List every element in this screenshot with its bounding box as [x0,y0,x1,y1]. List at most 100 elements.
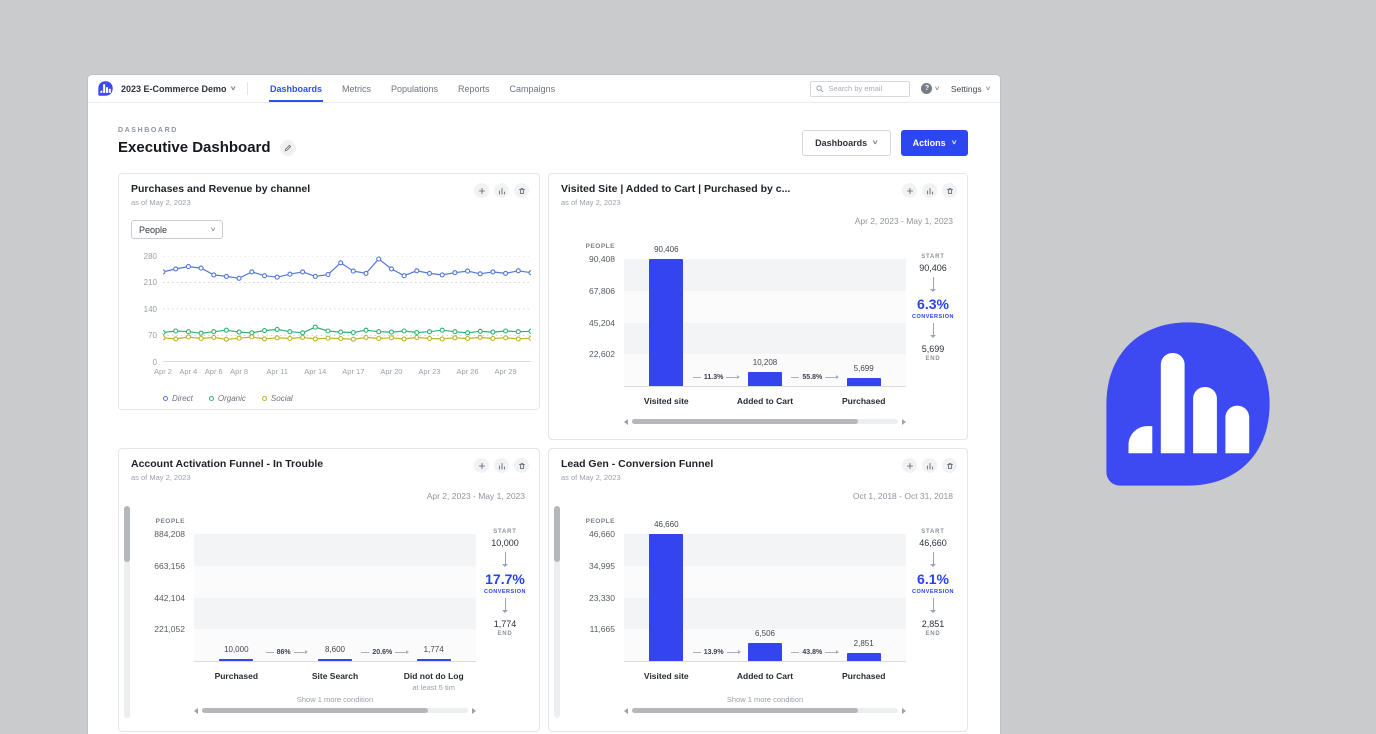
delete-icon[interactable] [942,458,957,473]
nav-item-metrics[interactable]: Metrics [332,75,381,102]
funnel-category-label: Purchased [188,671,284,681]
funnel-summary: START 90,406 6.3% CONVERSION 5,699 END [905,254,961,362]
brand-logo-icon[interactable] [98,75,113,102]
horizontal-scrollbar[interactable] [194,707,476,714]
funnel-bar[interactable] [748,643,782,661]
add-icon[interactable] [902,183,917,198]
help-menu[interactable]: ? ∨ [921,83,939,94]
legend-item-direct[interactable]: Direct [163,394,193,403]
app-window: 2023 E-Commerce Demo ∨ DashboardsMetrics… [88,75,1000,734]
scroll-left-arrow-icon[interactable] [194,708,198,714]
delete-icon[interactable] [514,458,529,473]
nav-item-reports[interactable]: Reports [448,75,500,102]
funnel-bar[interactable] [649,259,683,386]
conversion-rate-label: 55.8% [787,374,841,381]
card-visited-funnel: Visited Site | Added to Cart | Purchased… [548,173,968,440]
funnel-bar[interactable] [748,372,782,386]
dashboards-dropdown-button[interactable]: Dashboards ∨ [802,130,890,156]
add-icon[interactable] [902,458,917,473]
settings-label: Settings [951,84,982,94]
edit-title-button[interactable] [280,140,296,156]
date-range: Apr 2, 2023 - May 1, 2023 [427,491,525,501]
search-input[interactable] [828,84,904,93]
scroll-right-arrow-icon[interactable] [472,708,476,714]
bar-value-label: 6,506 [733,629,797,638]
legend-item-organic[interactable]: Organic [209,394,246,403]
chart-icon[interactable] [494,183,509,198]
end-value: 2,851 [922,619,945,629]
funnel-plot: 90,40610,2085,69911.3%55.8% [624,259,906,386]
scroll-thumb[interactable] [124,506,130,562]
search-box[interactable] [810,81,910,97]
x-axis-labels: Apr 2Apr 4Apr 6Apr 8Apr 11Apr 14Apr 17Ap… [163,367,531,377]
scroll-left-arrow-icon[interactable] [624,708,628,714]
date-range: Apr 2, 2023 - May 1, 2023 [855,216,953,226]
line-chart-plot[interactable] [163,256,531,362]
vertical-scrollbar[interactable] [554,506,560,718]
funnel-bar[interactable] [847,653,881,661]
chart-icon[interactable] [922,458,937,473]
down-arrow-icon [505,598,506,611]
chevron-down-icon: ∨ [984,86,991,92]
metric-select[interactable]: People ∨ [131,220,223,239]
end-label: END [925,356,940,362]
grid-band [194,534,476,566]
funnel-bar[interactable] [649,534,683,661]
conversion-rate: 6.1% [917,571,949,587]
scroll-right-arrow-icon[interactable] [902,419,906,425]
amplitude-logo [1103,318,1273,490]
funnel-bar[interactable] [417,659,451,661]
horizontal-scrollbar[interactable] [624,418,906,425]
show-more-conditions-link[interactable]: Show 1 more condition [194,695,476,704]
card-as-of: as of May 2, 2023 [561,473,905,482]
card-header: Visited Site | Added to Cart | Purchased… [561,183,905,207]
card-leadgen-funnel: Lead Gen - Conversion Funnel as of May 2… [548,448,968,732]
card-header: Lead Gen - Conversion Funnel as of May 2… [561,458,905,482]
funnel-summary: START 10,000 17.7% CONVERSION 1,774 END [477,529,533,637]
vertical-scrollbar[interactable] [124,506,130,718]
page-header: DASHBOARD Executive Dashboard [118,127,296,156]
chevron-down-icon: ∨ [934,86,941,92]
nav-item-dashboards[interactable]: Dashboards [260,75,332,102]
nav-item-populations[interactable]: Populations [381,75,448,102]
chart-icon[interactable] [922,183,937,198]
bar-value-label: 5,699 [832,364,896,373]
right-arrow-icon [727,652,739,653]
scroll-right-arrow-icon[interactable] [902,708,906,714]
legend-item-social[interactable]: Social [262,394,293,403]
card-title[interactable]: Account Activation Funnel - In Trouble [131,458,477,470]
scroll-left-arrow-icon[interactable] [624,419,628,425]
add-icon[interactable] [474,458,489,473]
add-icon[interactable] [474,183,489,198]
card-purchases-revenue: Purchases and Revenue by channel as of M… [118,173,540,410]
scroll-thumb[interactable] [554,506,560,562]
page-title: Executive Dashboard [118,139,271,156]
conversion-rate: 17.7% [485,571,525,587]
funnel-bar[interactable] [847,378,881,386]
desktop-background: { "colors": { "page_bg": "#c9cbcd", "bra… [0,0,1376,734]
card-tools [474,183,529,198]
card-header: Account Activation Funnel - In Trouble a… [131,458,477,482]
conversion-label: CONVERSION [912,589,954,595]
delete-icon[interactable] [942,183,957,198]
bar-value-label: 2,851 [832,639,896,648]
scroll-thumb[interactable] [632,419,858,424]
nav-item-campaigns[interactable]: Campaigns [500,75,566,102]
funnel-bar[interactable] [219,659,253,661]
actions-button[interactable]: Actions ∨ [901,130,968,156]
start-value: 46,660 [919,538,947,548]
workspace-switcher[interactable]: 2023 E-Commerce Demo ∨ [121,75,235,102]
show-more-conditions-link[interactable]: Show 1 more condition [624,695,906,704]
topbar-right: ? ∨ Settings ∨ [810,75,990,102]
card-title[interactable]: Visited Site | Added to Cart | Purchased… [561,183,905,195]
funnel-bar[interactable] [318,659,352,661]
chart-icon[interactable] [494,458,509,473]
settings-menu[interactable]: Settings ∨ [951,84,990,94]
down-arrow-icon [933,552,934,565]
scroll-thumb[interactable] [202,708,428,713]
delete-icon[interactable] [514,183,529,198]
card-title[interactable]: Lead Gen - Conversion Funnel [561,458,905,470]
scroll-thumb[interactable] [632,708,858,713]
horizontal-scrollbar[interactable] [624,707,906,714]
card-title[interactable]: Purchases and Revenue by channel [131,183,477,195]
